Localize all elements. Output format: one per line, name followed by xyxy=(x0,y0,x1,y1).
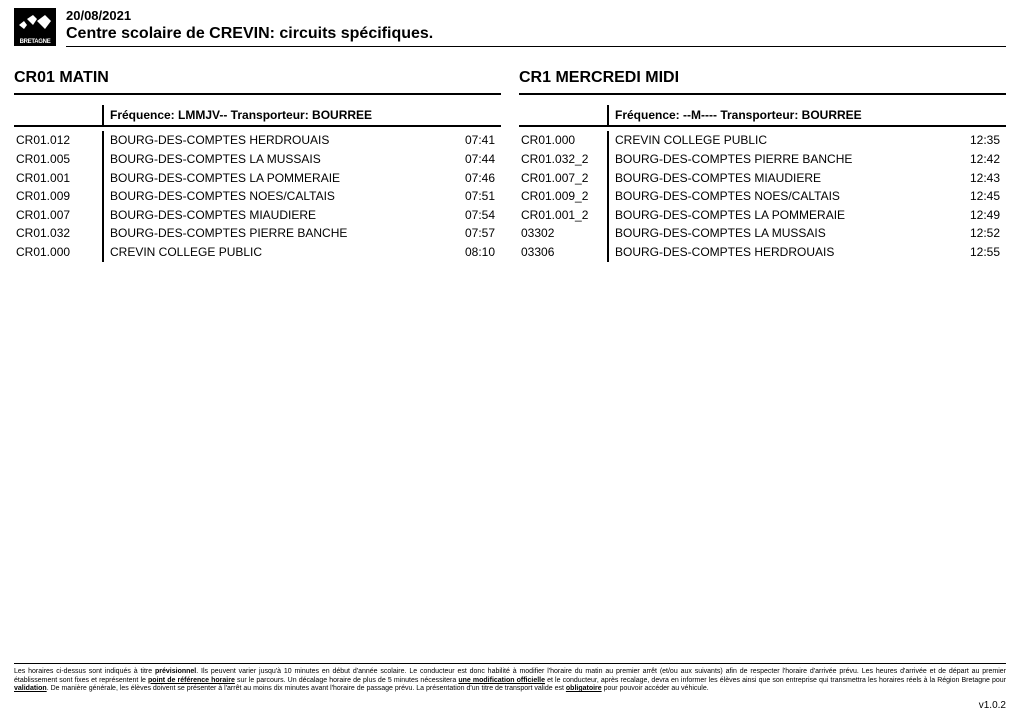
stop-time: 12:49 xyxy=(964,206,1006,225)
stop-row: 03306BOURG-DES-COMPTES HERDROUAIS12:55 xyxy=(519,243,1006,262)
stop-row: CR01.007BOURG-DES-COMPTES MIAUDIERE07:54 xyxy=(14,206,501,225)
stop-code: CR01.012 xyxy=(14,131,102,150)
stop-row: CR01.000CREVIN COLLEGE PUBLIC12:35 xyxy=(519,131,1006,150)
stop-name: BOURG-DES-COMPTES NOES/CALTAIS xyxy=(607,187,964,206)
frequency-spacer xyxy=(519,105,607,125)
stop-row: CR01.009_2BOURG-DES-COMPTES NOES/CALTAIS… xyxy=(519,187,1006,206)
stop-name: BOURG-DES-COMPTES HERDROUAIS xyxy=(102,131,459,150)
stop-name: BOURG-DES-COMPTES LA POMMERAIE xyxy=(102,169,459,188)
stop-code: CR01.032_2 xyxy=(519,150,607,169)
stop-name: BOURG-DES-COMPTES HERDROUAIS xyxy=(607,243,964,262)
stop-code: CR01.001 xyxy=(14,169,102,188)
stop-code: CR01.009 xyxy=(14,187,102,206)
stop-name: BOURG-DES-COMPTES MIAUDIERE xyxy=(102,206,459,225)
frequency-label: Fréquence: --M---- Transporteur: BOURREE xyxy=(607,105,1006,125)
stop-time: 12:35 xyxy=(964,131,1006,150)
stop-row: 03302BOURG-DES-COMPTES LA MUSSAIS12:52 xyxy=(519,224,1006,243)
stop-time: 12:42 xyxy=(964,150,1006,169)
circuit-title: CR01 MATIN xyxy=(14,69,501,95)
stop-code: 03306 xyxy=(519,243,607,262)
stop-time: 07:41 xyxy=(459,131,501,150)
stop-name: BOURG-DES-COMPTES PIERRE BANCHE xyxy=(102,224,459,243)
stop-name: BOURG-DES-COMPTES NOES/CALTAIS xyxy=(102,187,459,206)
stop-code: CR01.005 xyxy=(14,150,102,169)
stop-row: CR01.032BOURG-DES-COMPTES PIERRE BANCHE0… xyxy=(14,224,501,243)
stop-code: CR01.000 xyxy=(519,131,607,150)
stop-row: CR01.000CREVIN COLLEGE PUBLIC08:10 xyxy=(14,243,501,262)
stop-code: 03302 xyxy=(519,224,607,243)
stop-code: CR01.007 xyxy=(14,206,102,225)
circuit-title: CR1 MERCREDI MIDI xyxy=(519,69,1006,95)
stop-code: CR01.009_2 xyxy=(519,187,607,206)
stop-time: 12:55 xyxy=(964,243,1006,262)
stop-time: 07:46 xyxy=(459,169,501,188)
frequency-spacer xyxy=(14,105,102,125)
stop-time: 07:54 xyxy=(459,206,501,225)
stop-time: 08:10 xyxy=(459,243,501,262)
logo-text: BRETAGNE xyxy=(14,39,56,45)
circuit-column: CR01 MATIN Fréquence: LMMJV-- Transporteu… xyxy=(14,69,501,261)
version-label: v1.0.2 xyxy=(14,700,1006,711)
circuit-column: CR1 MERCREDI MIDI Fréquence: --M---- Tran… xyxy=(519,69,1006,261)
document-date: 20/08/2021 xyxy=(66,8,1006,24)
stop-time: 12:43 xyxy=(964,169,1006,188)
stop-name: BOURG-DES-COMPTES LA MUSSAIS xyxy=(607,224,964,243)
stop-row: CR01.001BOURG-DES-COMPTES LA POMMERAIE07… xyxy=(14,169,501,188)
stop-name: BOURG-DES-COMPTES PIERRE BANCHE xyxy=(607,150,964,169)
stop-row: CR01.005BOURG-DES-COMPTES LA MUSSAIS07:4… xyxy=(14,150,501,169)
stop-name: CREVIN COLLEGE PUBLIC xyxy=(607,131,964,150)
footer-rule xyxy=(14,663,1006,664)
stop-time: 12:45 xyxy=(964,187,1006,206)
stop-time: 07:51 xyxy=(459,187,501,206)
stop-code: CR01.000 xyxy=(14,243,102,262)
stop-row: CR01.012BOURG-DES-COMPTES HERDROUAIS07:4… xyxy=(14,131,501,150)
stop-row: CR01.001_2BOURG-DES-COMPTES LA POMMERAIE… xyxy=(519,206,1006,225)
stop-time: 07:44 xyxy=(459,150,501,169)
frequency-row: Fréquence: --M---- Transporteur: BOURREE xyxy=(519,105,1006,127)
stop-code: CR01.007_2 xyxy=(519,169,607,188)
stop-row: CR01.032_2BOURG-DES-COMPTES PIERRE BANCH… xyxy=(519,150,1006,169)
region-logo: BRETAGNE xyxy=(14,8,56,46)
stop-name: BOURG-DES-COMPTES LA POMMERAIE xyxy=(607,206,964,225)
stop-name: BOURG-DES-COMPTES MIAUDIERE xyxy=(607,169,964,188)
stop-code: CR01.001_2 xyxy=(519,206,607,225)
stop-row: CR01.009BOURG-DES-COMPTES NOES/CALTAIS07… xyxy=(14,187,501,206)
stop-code: CR01.032 xyxy=(14,224,102,243)
frequency-row: Fréquence: LMMJV-- Transporteur: BOURREE xyxy=(14,105,501,127)
stop-name: BOURG-DES-COMPTES LA MUSSAIS xyxy=(102,150,459,169)
document-title: Centre scolaire de CREVIN: circuits spéc… xyxy=(66,24,1006,45)
stop-name: CREVIN COLLEGE PUBLIC xyxy=(102,243,459,262)
stop-time: 07:57 xyxy=(459,224,501,243)
stop-time: 12:52 xyxy=(964,224,1006,243)
frequency-label: Fréquence: LMMJV-- Transporteur: BOURREE xyxy=(102,105,501,125)
header-rule xyxy=(66,46,1006,47)
disclaimer-text: Les horaires ci-dessus sont indiqués à t… xyxy=(14,668,1006,694)
stop-row: CR01.007_2BOURG-DES-COMPTES MIAUDIERE12:… xyxy=(519,169,1006,188)
